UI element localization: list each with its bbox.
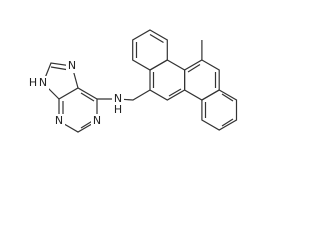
atom-label: N — [68, 59, 76, 72]
atom-label: H — [29, 76, 37, 89]
ring-a — [132, 29, 168, 71]
bonds — [42, 29, 238, 133]
label-bg — [91, 114, 103, 128]
double-bond — [221, 118, 234, 127]
label-bg — [37, 76, 49, 90]
label-bg — [112, 92, 124, 106]
ring-d — [201, 89, 238, 131]
double-bond — [80, 92, 95, 102]
atom-label: N — [39, 76, 47, 89]
double-bond — [168, 88, 182, 97]
atom-label: H — [114, 103, 122, 116]
ring-b — [149, 59, 186, 101]
atom-label: N — [114, 92, 122, 105]
label-bg — [66, 59, 78, 73]
atom-labels: N N H N N N H — [29, 59, 124, 128]
molecule-diagram: N N H N N N H — [29, 29, 238, 133]
label-bg — [53, 114, 65, 128]
double-bond — [221, 93, 234, 102]
ring-c — [184, 59, 220, 101]
double-bond — [149, 33, 164, 44]
double-bond — [187, 63, 201, 73]
linker — [97, 89, 151, 101]
atom-label: N — [93, 114, 101, 127]
atom-label: N — [55, 114, 63, 127]
